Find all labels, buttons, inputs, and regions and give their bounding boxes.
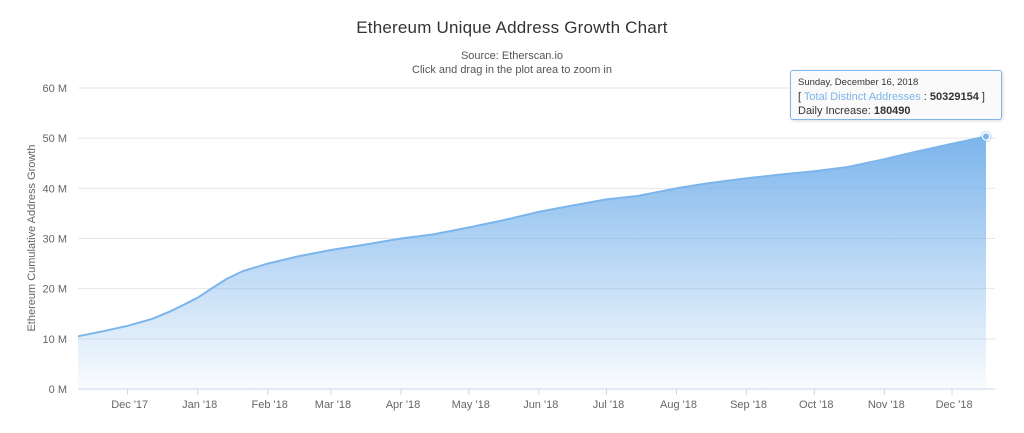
tooltip-close-bracket: ] xyxy=(981,91,985,103)
x-tick-label: Feb '18 xyxy=(252,399,288,411)
series-area-fill xyxy=(78,136,986,389)
x-tick-label: Dec '18 xyxy=(936,399,973,411)
data-tooltip: Sunday, December 16, 2018 [ Total Distin… xyxy=(790,70,1002,120)
tooltip-series-value: 50329154 xyxy=(929,91,979,103)
tooltip-daily-value: 180490 xyxy=(873,105,911,117)
y-axis-title: Ethereum Cumulative Address Growth xyxy=(26,144,38,331)
chart-title: Ethereum Unique Address Growth Chart xyxy=(356,18,668,37)
x-tick-label: Nov '18 xyxy=(868,399,905,411)
y-tick-label: 40 M xyxy=(43,183,67,195)
y-tick-label: 20 M xyxy=(43,284,67,296)
y-tick-label: 10 M xyxy=(43,334,67,346)
x-tick-label: May '18 xyxy=(452,399,490,411)
highlight-point xyxy=(981,132,990,141)
x-tick-label: Jan '18 xyxy=(182,399,217,411)
y-tick-label: 60 M xyxy=(43,83,67,95)
x-tick-label: Dec '17 xyxy=(111,399,148,411)
tooltip-daily-label: Daily Increase: xyxy=(798,105,871,117)
series-line xyxy=(77,135,987,338)
tooltip-series-label: Total Distinct Addresses xyxy=(803,91,921,103)
tooltip-separator: : xyxy=(923,91,927,103)
y-axis: 0 M 10 M 20 M 30 M 40 M 50 M 60 M xyxy=(43,83,67,396)
x-tick-label: Mar '18 xyxy=(315,399,351,411)
chart-source-text: Source: Etherscan.io xyxy=(460,50,564,62)
tooltip-series-line: [ Total Distinct Addresses : 50329154 ] xyxy=(798,90,994,104)
y-tick-label: 50 M xyxy=(43,133,67,145)
y-tick-label: 0 M xyxy=(49,384,67,396)
x-tick-label: Apr '18 xyxy=(386,399,421,411)
x-tick-label: Jun '18 xyxy=(523,399,558,411)
series-area-layer xyxy=(77,130,992,389)
x-tick-label: Aug '18 xyxy=(660,399,697,411)
y-tick-label: 30 M xyxy=(43,234,67,246)
x-tick-label: Oct '18 xyxy=(799,399,834,411)
chart-subtitle: Source: Etherscan.io Click and drag in t… xyxy=(0,49,1024,77)
tooltip-date: Sunday, December 16, 2018 xyxy=(798,77,919,88)
tooltip-daily-line: Daily Increase: 180490 xyxy=(798,104,994,118)
x-tick-label: Jul '18 xyxy=(593,399,624,411)
x-tick-label: Sep '18 xyxy=(730,399,767,411)
x-axis: Dec '17 Jan '18 Feb '18 Mar '18 Apr '18 May '… xyxy=(78,388,995,411)
tooltip-open-bracket: [ xyxy=(798,91,802,103)
chart-zoom-hint: Click and drag in the plot area to zoom … xyxy=(412,64,612,76)
